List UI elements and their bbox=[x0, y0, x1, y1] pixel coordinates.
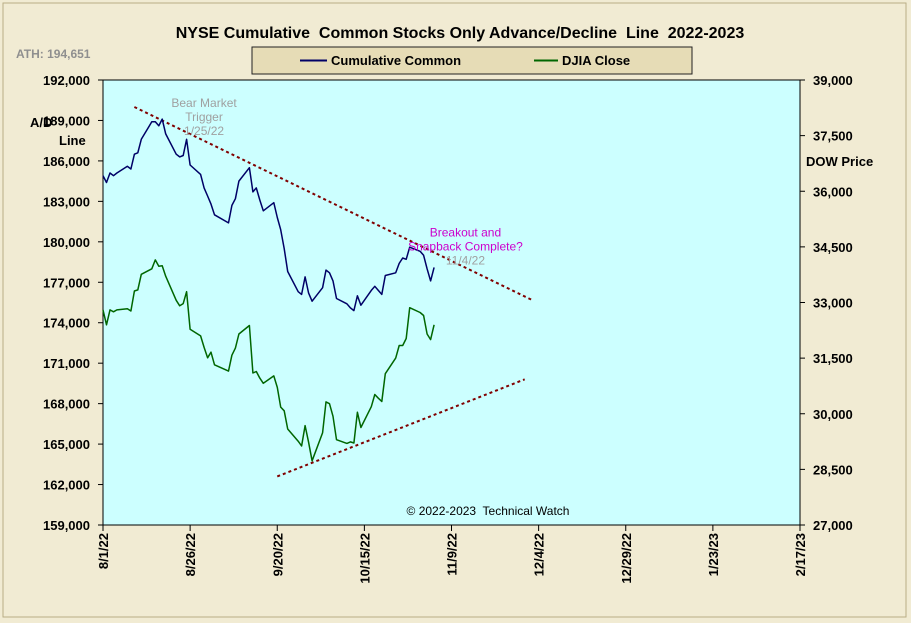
left-tick-label: 192,000 bbox=[43, 73, 90, 88]
ath-label: ATH: 194,651 bbox=[16, 47, 91, 61]
right-axis: 27,000 28,500 30,000 31,500 33,000 34,500 36,0… bbox=[800, 73, 853, 533]
annotation-bear-line: Trigger bbox=[185, 110, 223, 124]
annotation-breakout-line: Breakout and bbox=[430, 225, 501, 239]
left-tick-label: 159,000 bbox=[43, 518, 90, 533]
right-tick-label: 33,000 bbox=[813, 296, 853, 311]
x-tick-label: 11/9/22 bbox=[445, 533, 460, 576]
right-tick-label: 28,500 bbox=[813, 462, 853, 477]
trendline bbox=[276, 378, 526, 478]
left-tick-label: 171,000 bbox=[43, 356, 90, 371]
x-tick-label: 12/4/22 bbox=[532, 533, 547, 576]
trendline bbox=[133, 106, 533, 301]
left-axis-label-line2: Line bbox=[59, 133, 86, 148]
left-axis: 159,000 162,000 165,000 168,000 171,000 174,0… bbox=[43, 73, 103, 533]
left-tick-label: 180,000 bbox=[43, 235, 90, 250]
annotation-breakout-line: 11/4/22 bbox=[446, 253, 485, 267]
right-tick-label: 39,000 bbox=[813, 73, 853, 88]
left-axis-label-line1: A/D bbox=[30, 115, 52, 130]
right-tick-label: 27,000 bbox=[813, 518, 853, 533]
left-tick-label: 174,000 bbox=[43, 316, 90, 331]
right-tick-label: 31,500 bbox=[813, 351, 853, 366]
right-tick-label: 36,000 bbox=[813, 184, 853, 199]
left-tick-label: 168,000 bbox=[43, 397, 90, 412]
right-tick-label: 34,500 bbox=[813, 240, 853, 255]
annotation-bear-line: 1/25/22 bbox=[184, 124, 224, 138]
left-tick-label: 189,000 bbox=[43, 113, 90, 128]
legend-label-cumulative: Cumulative Common bbox=[331, 53, 461, 68]
x-tick-label: 8/26/22 bbox=[183, 533, 198, 576]
right-axis-label: DOW Price bbox=[806, 154, 873, 169]
x-tick-label: 9/20/22 bbox=[270, 533, 285, 576]
left-tick-label: 186,000 bbox=[43, 154, 90, 169]
x-tick-label: 2/17/23 bbox=[793, 533, 808, 576]
x-tick-label: 1/23/23 bbox=[706, 533, 721, 576]
series-group bbox=[102, 118, 435, 462]
x-tick-label: 12/29/22 bbox=[619, 533, 634, 584]
plot-area bbox=[102, 79, 801, 526]
right-tick-label: 30,000 bbox=[813, 407, 853, 422]
copyright-text: © 2022-2023 Technical Watch bbox=[407, 504, 570, 518]
left-tick-label: 162,000 bbox=[43, 478, 90, 493]
series-line-cumulative bbox=[102, 118, 435, 312]
annotation-bear-line: Bear Market bbox=[171, 96, 237, 110]
left-tick-label: 177,000 bbox=[43, 275, 90, 290]
left-tick-label: 165,000 bbox=[43, 437, 90, 452]
x-axis: 8/1/22 8/26/22 9/20/22 10/15/22 11/9/22 12/4/… bbox=[96, 525, 808, 584]
left-tick-label: 183,000 bbox=[43, 194, 90, 209]
trendlines bbox=[133, 106, 533, 478]
legend-label-djia: DJIA Close bbox=[562, 53, 630, 68]
x-tick-label: 8/1/22 bbox=[96, 533, 111, 569]
x-tick-label: 10/15/22 bbox=[357, 533, 372, 584]
chart-title: NYSE Cumulative Common Stocks Only Advan… bbox=[176, 25, 745, 42]
series-line-djia bbox=[102, 259, 435, 462]
right-tick-label: 37,500 bbox=[813, 129, 853, 144]
annotation-breakout-line: Snapback Complete? bbox=[408, 239, 523, 253]
